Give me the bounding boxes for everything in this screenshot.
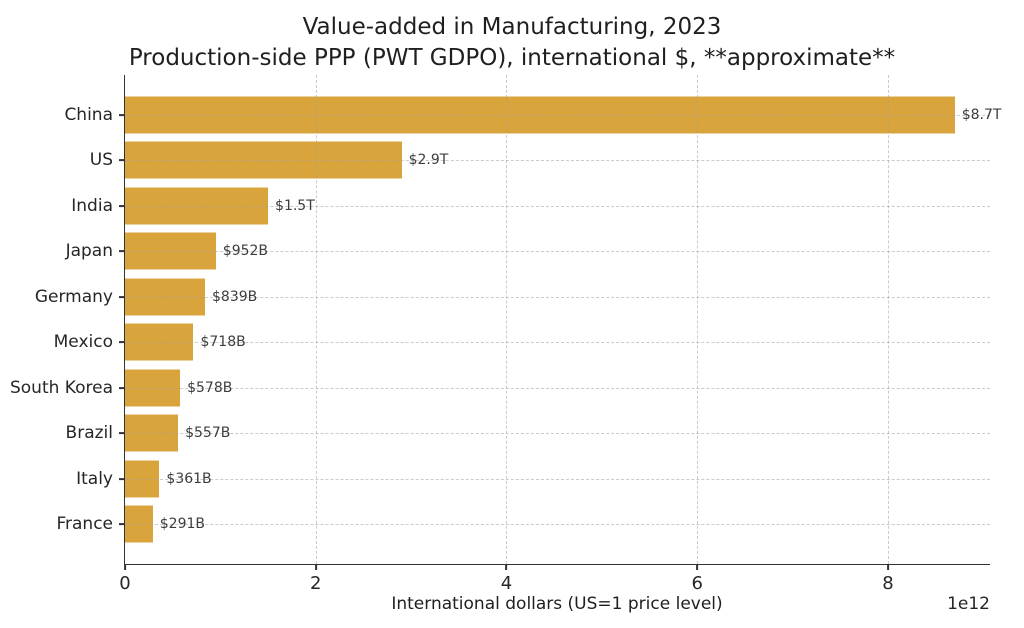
category-label: China bbox=[64, 104, 113, 125]
vertical-gridline bbox=[887, 75, 889, 564]
horizontal-gridline bbox=[125, 478, 990, 480]
y-tick-mark bbox=[119, 341, 125, 344]
horizontal-gridline bbox=[125, 296, 990, 298]
bar-row: Japan $952B bbox=[66, 229, 990, 275]
category-label: France bbox=[56, 514, 113, 535]
y-tick-mark bbox=[119, 386, 125, 389]
x-tick-mark bbox=[314, 564, 317, 570]
x-axis-offset-text: 1e12 bbox=[947, 594, 990, 614]
value-label: $2.9T bbox=[408, 152, 449, 169]
chart-subtitle: Production-side PPP (PWT GDPO), internat… bbox=[128, 45, 896, 71]
plot-area: China $8.7T US $2.9T India $1.5T Japan $952B Ger… bbox=[10, 75, 1001, 594]
category-label: South Korea bbox=[9, 377, 113, 398]
x-tick-mark bbox=[887, 564, 889, 570]
bar-row: Mexico $718B bbox=[54, 320, 990, 366]
category-label: US bbox=[89, 150, 113, 171]
horizontal-gridline bbox=[125, 387, 990, 389]
y-tick-mark bbox=[119, 477, 125, 480]
x-tick-label: 2 bbox=[310, 573, 322, 594]
bar-row: France $291B bbox=[56, 502, 990, 548]
category-label: India bbox=[71, 195, 113, 216]
horizontal-gridline bbox=[125, 251, 990, 253]
horizontal-gridline bbox=[125, 524, 990, 526]
horizontal-gridline bbox=[125, 114, 990, 116]
vertical-gridline bbox=[315, 75, 317, 564]
y-tick-mark bbox=[119, 523, 125, 526]
bar-row: India $1.5T bbox=[71, 183, 990, 229]
vertical-gridline bbox=[697, 75, 699, 564]
y-tick-mark bbox=[119, 204, 125, 207]
x-axis-label: International dollars (US=1 price level) bbox=[391, 594, 723, 614]
bar-row: US $2.9T bbox=[90, 138, 990, 184]
value-label: $1.5T bbox=[275, 197, 315, 214]
category-label: Brazil bbox=[65, 423, 113, 444]
y-tick-mark bbox=[119, 432, 125, 435]
x-tick-mark bbox=[505, 564, 508, 570]
horizontal-gridline bbox=[125, 160, 990, 162]
value-label: $361B bbox=[166, 470, 212, 487]
y-tick-mark bbox=[119, 250, 125, 253]
bar-row: Italy $361B bbox=[76, 456, 990, 502]
value-label: $952B bbox=[222, 243, 269, 260]
bar-row: Germany $839B bbox=[35, 274, 990, 320]
horizontal-gridline bbox=[125, 205, 990, 207]
x-tick-label: 0 bbox=[119, 573, 131, 594]
horizontal-gridline bbox=[125, 342, 990, 344]
value-label: $839B bbox=[212, 288, 258, 305]
vertical-gridline bbox=[506, 75, 508, 564]
x-tick-mark bbox=[124, 564, 126, 570]
chart-title: Value-added in Manufacturing, 2023 bbox=[302, 14, 722, 40]
horizontal-gridline bbox=[125, 433, 990, 435]
category-label: Mexico bbox=[53, 332, 113, 353]
category-label: Germany bbox=[34, 286, 113, 307]
bar-row: China $8.7T bbox=[64, 92, 1001, 138]
category-label: Italy bbox=[76, 468, 113, 489]
bar-row: Brazil $557B bbox=[66, 411, 990, 457]
category-label: Japan bbox=[65, 241, 113, 262]
value-label: $557B bbox=[185, 425, 231, 442]
y-tick-mark bbox=[119, 159, 125, 162]
value-label: $8.7T bbox=[961, 106, 1002, 123]
y-tick-mark bbox=[119, 295, 125, 298]
x-tick-label: 6 bbox=[691, 573, 703, 594]
x-tick-label: 8 bbox=[882, 573, 894, 594]
y-tick-mark bbox=[119, 113, 125, 116]
bar-rows: China $8.7T US $2.9T India $1.5T Japan $952B Ger… bbox=[10, 75, 1001, 564]
x-tick-mark bbox=[696, 564, 699, 570]
value-label: $718B bbox=[200, 334, 246, 351]
x-tick-label: 4 bbox=[500, 573, 513, 594]
value-label: $291B bbox=[159, 516, 205, 533]
bar-row: South Korea $578B bbox=[10, 365, 990, 411]
value-label: $578B bbox=[187, 379, 233, 396]
